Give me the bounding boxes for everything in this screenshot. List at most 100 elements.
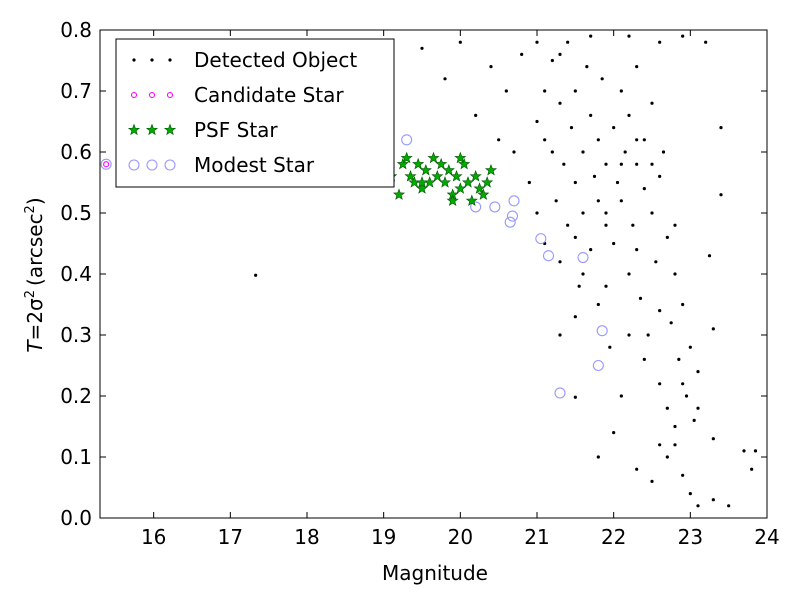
y-axis-label-equation: =2σ [23,298,47,340]
data-point [650,211,654,215]
legend-item: PSF Star [127,118,278,142]
data-point [562,162,566,166]
data-point [696,370,700,374]
data-point [635,138,639,142]
y-axis-label-units-close: ) [23,197,47,205]
data-point [661,150,666,154]
data-point [688,492,692,496]
data-point [589,113,593,117]
data-point [615,180,620,185]
data-point [558,52,562,57]
legend-marker [132,58,136,62]
data-point [604,223,608,227]
data-point [438,176,452,188]
data-point [489,201,501,213]
legend-marker [148,91,156,99]
data-point [442,163,455,176]
y-tick-label: 0.8 [60,18,92,42]
y-tick-label: 0.5 [60,201,92,225]
legend-label: PSF Star [194,118,278,142]
legend-marker [168,58,172,62]
legend-marker [130,91,138,99]
data-point [497,138,501,142]
plot-area [100,34,758,508]
data-point [631,223,635,227]
data-point [681,34,685,38]
data-point [638,296,643,300]
data-point [665,235,669,239]
data-point [627,34,631,38]
x-tick-label: 23 [678,525,703,549]
data-point [681,382,685,386]
data-point [103,161,110,168]
data-point [596,302,600,307]
data-point [711,327,715,331]
data-point [100,158,112,170]
data-point [596,138,600,142]
series-detected-object [254,34,758,508]
data-point [512,150,516,154]
data-point [692,418,696,422]
data-point [543,89,547,93]
data-point [573,315,577,319]
data-point [543,138,547,142]
legend-marker [166,91,174,99]
data-point [619,162,623,166]
data-point [484,163,498,176]
data-point [608,345,612,349]
data-point [612,126,616,130]
data-point [604,162,608,166]
legend-item: Modest Star [128,153,315,177]
y-axis-label-superscript: 2 [23,290,38,298]
legend-label: Detected Object [194,48,357,72]
data-point [558,333,562,337]
data-point [604,211,608,215]
data-point [566,223,570,227]
data-point [619,394,623,398]
x-tick-label: 18 [294,525,319,549]
data-point [401,134,413,146]
x-tick-label: 24 [754,525,779,549]
data-point [642,138,646,142]
data-point [527,180,531,185]
data-point [658,174,662,178]
data-point [458,40,462,44]
data-point [470,201,482,213]
data-point [589,248,593,252]
data-point [596,455,600,459]
data-point [650,162,654,166]
data-point [554,199,558,203]
legend-marker [128,159,140,171]
data-point [635,248,639,252]
y-tick-label: 0.1 [60,445,92,469]
data-point [581,272,585,276]
data-point [489,65,493,69]
data-point [504,89,508,93]
data-point [604,284,608,288]
data-point [566,40,570,44]
data-point [635,467,639,471]
data-point [450,170,463,182]
data-point [635,65,639,69]
data-point [535,119,539,124]
data-point [581,150,585,154]
data-point [619,89,623,93]
data-point [669,321,673,325]
data-point [419,163,432,176]
data-point [696,504,700,508]
data-point [454,151,467,164]
legend-marker [146,159,158,171]
series-candidate-star [103,161,110,168]
data-point [569,126,574,130]
data-point [658,382,662,386]
data-point [623,150,627,154]
data-point [642,357,646,361]
data-point [400,151,413,164]
data-point [673,424,677,429]
legend-marker [164,159,176,171]
data-point [677,357,681,361]
data-point [742,449,746,453]
data-point [481,176,494,188]
data-point [473,182,486,194]
